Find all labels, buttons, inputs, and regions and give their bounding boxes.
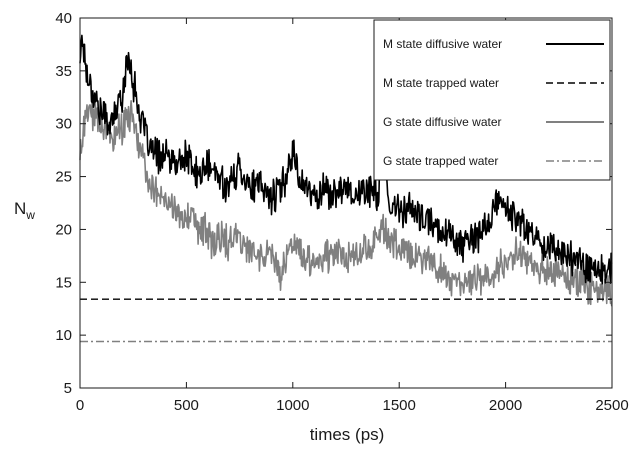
x-tick-label: 1500 <box>383 397 416 414</box>
x-tick-label: 0 <box>76 397 84 414</box>
y-axis-label-subscript: w <box>25 208 35 222</box>
y-axis-label: Nw <box>14 199 35 222</box>
x-tick-label: 1000 <box>276 397 309 414</box>
ticks-layer: 0 500 1000 1500 2000 2500 5 10 15 20 25 30 35 40 <box>55 10 628 414</box>
legend-label: G state diffusive water <box>383 115 502 129</box>
y-axis-label-main: N <box>14 199 26 218</box>
series-layer <box>79 34 613 343</box>
y-tick-label: 20 <box>55 221 72 238</box>
y-tick-label: 35 <box>55 63 72 80</box>
x-tick-label: 2000 <box>489 397 522 414</box>
x-axis-label: times (ps) <box>310 425 385 444</box>
y-tick-label: 5 <box>64 380 72 397</box>
series-line-0 <box>79 34 613 285</box>
legend: M state diffusive water M state trapped w… <box>373 19 611 181</box>
legend-label: G state trapped water <box>383 154 498 168</box>
y-tick-label: 10 <box>55 327 72 344</box>
legend-box <box>373 19 611 181</box>
series-line-2 <box>79 100 613 307</box>
x-tick-label: 500 <box>174 397 199 414</box>
y-tick-label: 30 <box>55 116 72 133</box>
y-tick-label: 40 <box>55 10 72 27</box>
legend-label: M state diffusive water <box>383 37 502 51</box>
y-tick-label: 15 <box>55 274 72 291</box>
x-tick-label: 2500 <box>595 397 628 414</box>
plot-frame <box>79 17 613 389</box>
y-tick-label: 25 <box>55 169 72 186</box>
legend-label: M state trapped water <box>383 76 499 90</box>
